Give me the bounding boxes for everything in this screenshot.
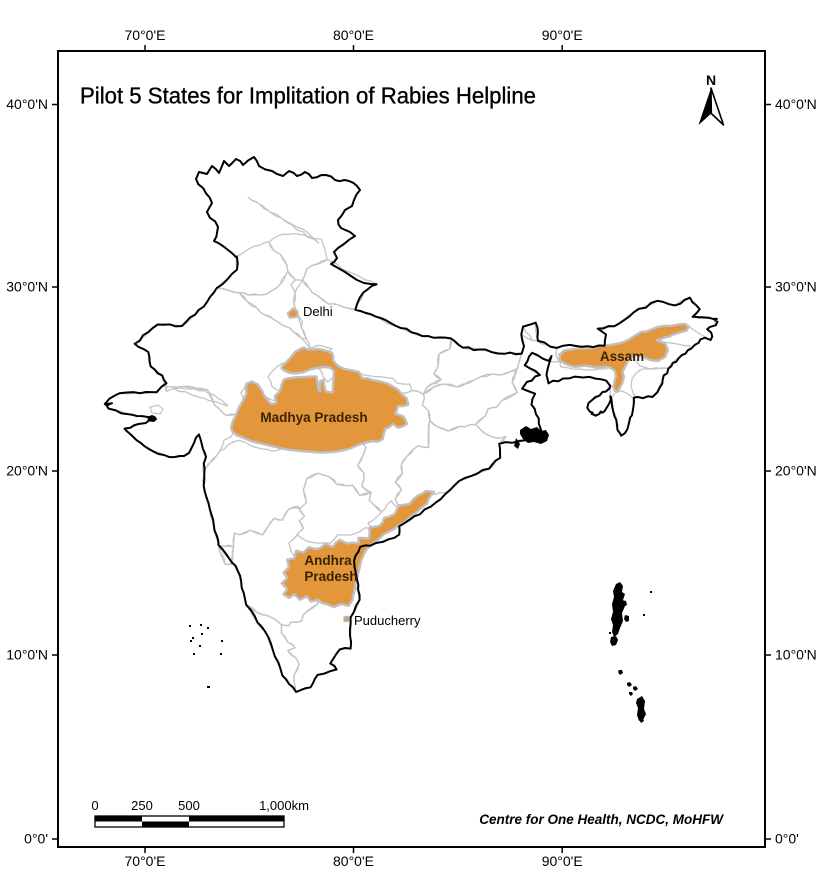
svg-text:0: 0 bbox=[91, 798, 98, 813]
svg-text:Delhi: Delhi bbox=[303, 304, 333, 319]
svg-text:Pilot 5 States for Implitation: Pilot 5 States for Implitation of Rabies… bbox=[80, 83, 536, 109]
svg-text:10°0'N: 10°0'N bbox=[6, 647, 48, 663]
svg-text:80°0'E: 80°0'E bbox=[333, 27, 374, 43]
svg-text:30°0'N: 30°0'N bbox=[6, 279, 48, 295]
svg-text:10°0'N: 10°0'N bbox=[775, 647, 817, 663]
svg-text:Madhya Pradesh: Madhya Pradesh bbox=[260, 410, 367, 425]
svg-text:Centre for One Health, NCDC, M: Centre for One Health, NCDC, MoHFW bbox=[479, 812, 724, 827]
svg-text:70°0'E: 70°0'E bbox=[125, 853, 166, 869]
svg-text:Andhra: Andhra bbox=[304, 553, 352, 568]
svg-text:90°0'E: 90°0'E bbox=[542, 27, 583, 43]
svg-text:30°0'N: 30°0'N bbox=[775, 279, 817, 295]
svg-text:Puducherry: Puducherry bbox=[354, 613, 421, 628]
svg-text:Assam: Assam bbox=[600, 349, 644, 364]
svg-text:0°0': 0°0' bbox=[775, 831, 799, 847]
svg-text:1,000km: 1,000km bbox=[259, 798, 309, 813]
svg-text:N: N bbox=[706, 72, 716, 88]
svg-text:70°0'E: 70°0'E bbox=[125, 27, 166, 43]
svg-text:40°0'N: 40°0'N bbox=[6, 96, 48, 112]
svg-text:Pradesh: Pradesh bbox=[304, 569, 357, 584]
svg-text:40°0'N: 40°0'N bbox=[775, 96, 817, 112]
svg-text:20°0'N: 20°0'N bbox=[6, 463, 48, 479]
svg-text:0°0': 0°0' bbox=[24, 831, 48, 847]
svg-text:80°0'E: 80°0'E bbox=[333, 853, 374, 869]
svg-text:20°0'N: 20°0'N bbox=[775, 463, 817, 479]
svg-text:250: 250 bbox=[131, 798, 153, 813]
svg-text:500: 500 bbox=[178, 798, 200, 813]
svg-text:90°0'E: 90°0'E bbox=[542, 853, 583, 869]
